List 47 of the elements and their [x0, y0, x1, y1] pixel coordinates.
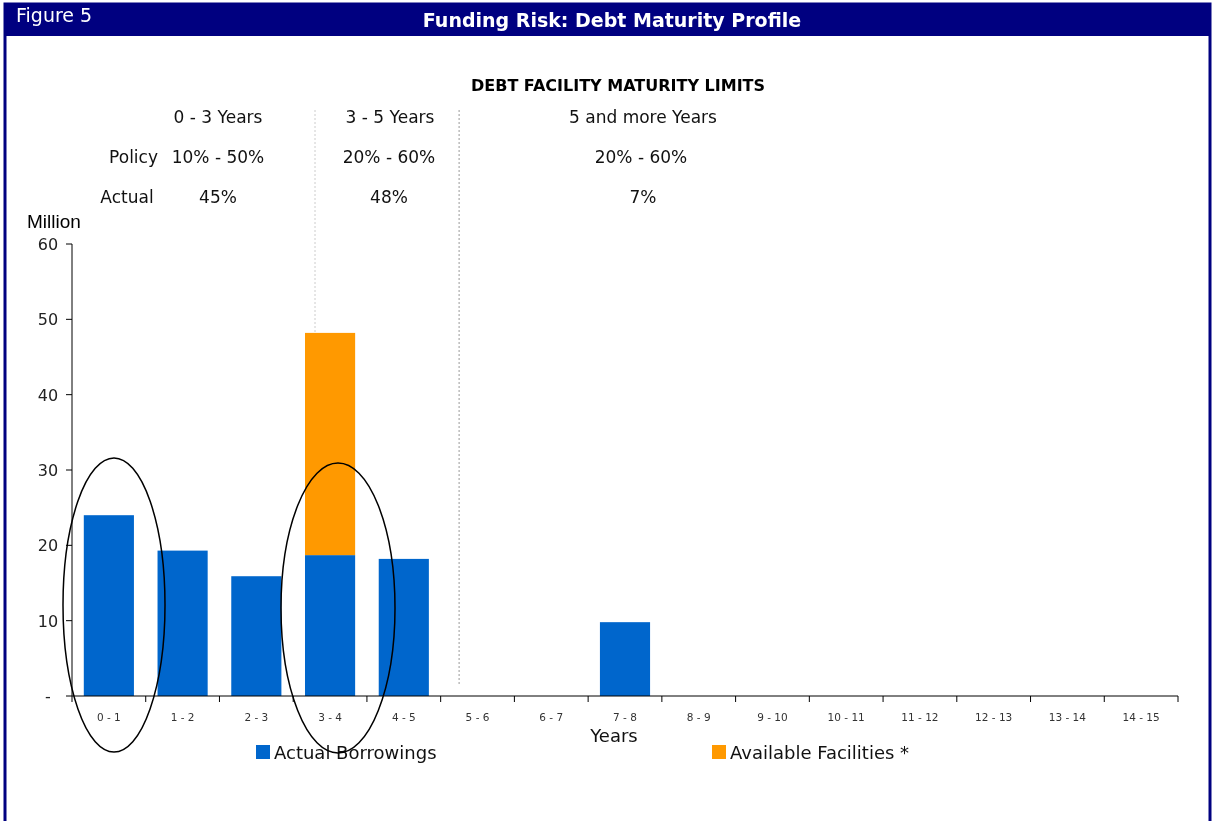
y-tick-label: 40 [37, 385, 59, 405]
chart-title: Funding Risk: Debt Maturity Profile [422, 9, 802, 31]
text: 45% [199, 187, 237, 207]
x-tick-label: 3 - 4 [318, 711, 343, 723]
chart-subtitle: DEBT FACILITY MATURITY LIMITS [470, 76, 766, 95]
x-tick-label: 1 - 2 [170, 711, 195, 723]
text: 5 and more Years [569, 107, 718, 127]
text: 3 - 5 Years [345, 107, 435, 127]
x-tick-label: 9 - 10 [757, 711, 788, 723]
bar [231, 576, 282, 696]
text: 48% [370, 187, 408, 207]
caption: Figure 5 [16, 4, 93, 26]
text: 0 - 3 Years [173, 107, 263, 127]
bar [83, 515, 134, 696]
x-tick-label: 10 - 11 [827, 711, 865, 723]
text: 20% - 60% [342, 147, 436, 167]
legend-label: Actual Borrowings [274, 742, 437, 763]
y-tick-label: - [45, 687, 51, 706]
x-tick-label: 2 - 3 [244, 711, 269, 723]
bar [599, 622, 651, 696]
bar [378, 558, 429, 696]
text: 7% [629, 187, 657, 207]
y-tick-label: 20 [37, 536, 59, 556]
x-tick-label: 8 - 9 [686, 711, 711, 723]
y-tick-label: 10 [37, 611, 59, 631]
text: Actual [100, 187, 154, 207]
text: 20% - 60% [594, 147, 688, 167]
x-tick-label: 11 - 12 [901, 711, 939, 723]
legend-label: Available Facilities * [730, 742, 910, 763]
x-tick-label: 6 - 7 [539, 711, 564, 723]
x-tick-label: 5 - 6 [465, 711, 490, 723]
text: Policy [109, 147, 158, 167]
x-tick-label: 7 - 8 [613, 711, 637, 723]
x-tick-label: 13 - 14 [1048, 711, 1087, 723]
y-tick-label: 60 [37, 235, 59, 254]
bar [157, 550, 208, 696]
x-axis-title: Years [589, 725, 638, 746]
bar [305, 332, 356, 556]
x-tick-label: 0 - 1 [96, 711, 121, 723]
y-tick-label: 30 [37, 461, 59, 480]
x-tick-label: 14 - 15 [1122, 711, 1160, 723]
text: 10% - 50% [171, 147, 265, 167]
bar [305, 555, 356, 696]
y-tick-label: 50 [37, 310, 59, 330]
x-tick-label: 4 - 5 [391, 711, 416, 723]
x-tick-label: 12 - 13 [975, 711, 1013, 723]
y-axis-title: Million [27, 211, 81, 232]
